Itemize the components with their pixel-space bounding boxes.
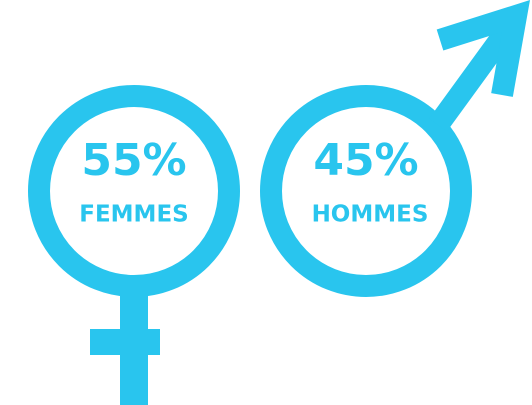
male-percent: 45% [313,135,418,186]
male-label: HOMMES [312,202,429,228]
female-label: FEMMES [79,202,188,228]
female-percent: 55% [81,135,186,186]
male-arrow-shaft [429,19,519,132]
female-ring [28,85,240,297]
male-ring [260,85,472,297]
male-arrow-head [436,0,530,97]
male-symbol [260,0,530,297]
female-crossbar [90,329,160,355]
female-symbol [28,85,240,405]
